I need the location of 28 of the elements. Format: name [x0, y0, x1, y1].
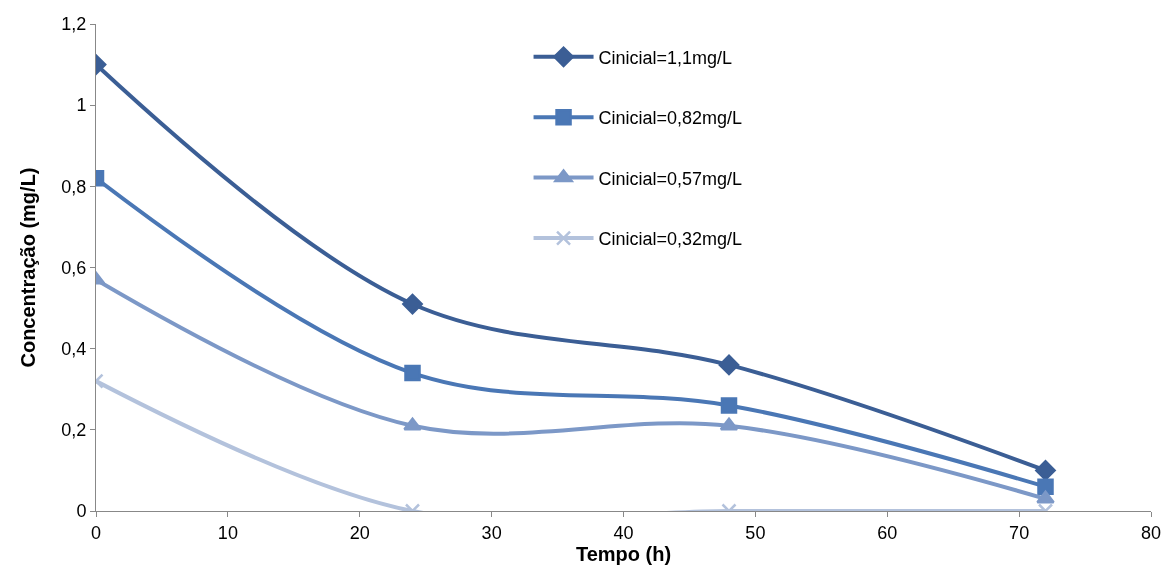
x-tick-label: 40 [613, 522, 634, 543]
legend-label: Cinicial=0,57mg/L [598, 168, 743, 189]
y-tick-label: 0,4 [61, 338, 87, 359]
y-tick-label: 1 [76, 95, 87, 116]
x-tick-label: 10 [217, 522, 238, 543]
x-tick-label: 0 [90, 522, 102, 543]
y-tick-label: 0,6 [61, 257, 87, 278]
y-axis-title: Concentração (mg/L) [16, 167, 39, 368]
x-tick-label: 70 [1009, 522, 1030, 543]
x-axis-title: Tempo (h) [575, 542, 672, 565]
x-tick-label: 30 [481, 522, 502, 543]
y-tick-label: 1,2 [61, 14, 87, 35]
y-tick-label: 0,2 [61, 420, 87, 441]
point [718, 354, 740, 376]
point [720, 397, 738, 414]
point [719, 417, 739, 431]
legend-label: Cinicial=0,32mg/L [598, 229, 743, 250]
x-tick-label: 50 [745, 522, 766, 543]
legend-label: Cinicial=1,1mg/L [598, 47, 733, 68]
x-tick-label: 20 [349, 522, 370, 543]
x-tick-label: 80 [1140, 522, 1162, 543]
x-tick-label: 60 [877, 522, 898, 543]
point [1037, 478, 1054, 495]
point [1036, 490, 1055, 504]
legend-label: Cinicial=0,82mg/L [598, 108, 743, 129]
point [1035, 460, 1056, 481]
y-tick-label: 0 [76, 501, 87, 522]
y-tick-label: 0,8 [61, 176, 87, 197]
